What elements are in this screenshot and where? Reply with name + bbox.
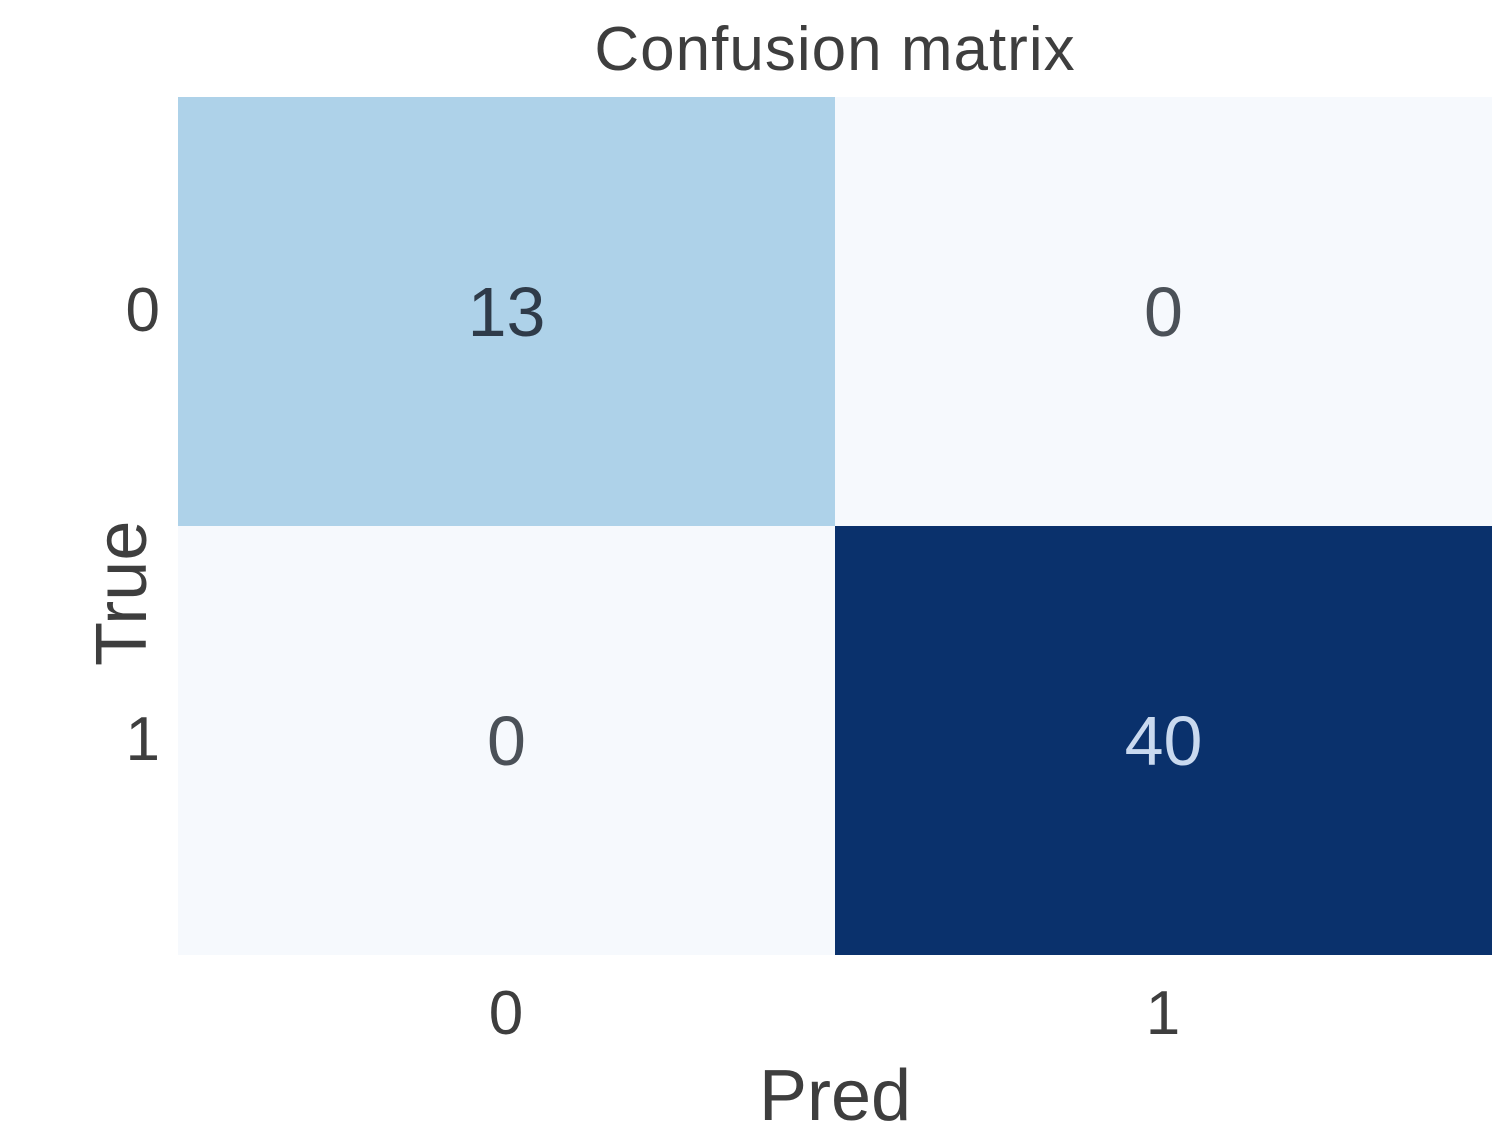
chart-title: Confusion matrix: [594, 15, 1076, 84]
heatmap-grid: 13 0 0 40: [178, 97, 1492, 955]
heatmap-cell-true0-pred0: 13: [178, 97, 835, 526]
heatmap-cell-true1-pred1: 40: [835, 526, 1492, 955]
y-axis-label: True: [82, 520, 162, 666]
y-axis-tick-1: 1: [125, 705, 160, 774]
x-axis-tick-1: 1: [1145, 979, 1181, 1048]
y-axis-tick-0: 0: [125, 276, 160, 345]
heatmap-cell-true1-pred0: 0: [178, 526, 835, 955]
x-axis-label: Pred: [758, 1056, 912, 1136]
x-axis-tick-0: 0: [488, 979, 524, 1048]
heatmap-cell-true0-pred1: 0: [835, 97, 1492, 526]
